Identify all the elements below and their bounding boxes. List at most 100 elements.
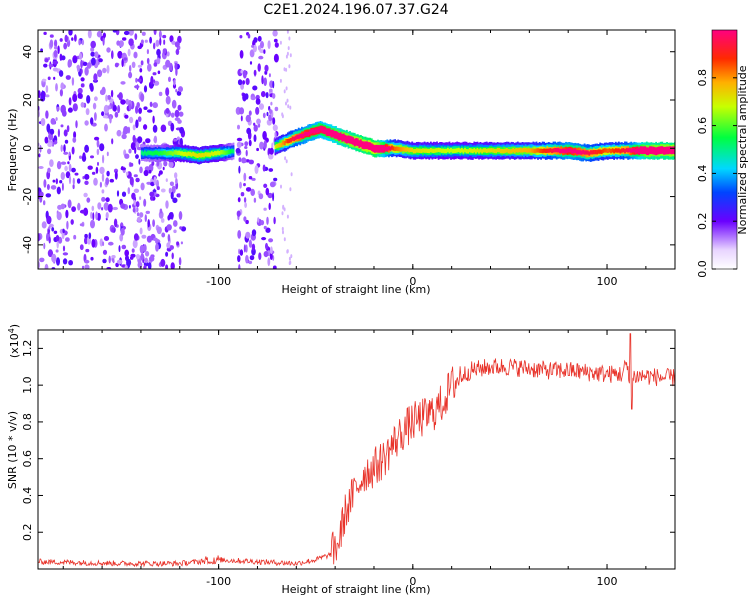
ridge-cell xyxy=(614,148,617,153)
ridge-cell xyxy=(555,148,558,153)
noise-blob xyxy=(256,147,259,152)
ridge-cell xyxy=(332,131,334,137)
ridge-cell xyxy=(450,147,452,153)
noise-blob xyxy=(39,145,42,153)
noise-blob xyxy=(153,62,158,67)
noise-blob xyxy=(263,183,268,188)
noise-blob xyxy=(97,202,102,210)
colorbar-tick-label: 0.2 xyxy=(696,212,709,230)
noise-blob xyxy=(162,34,167,39)
noise-blob xyxy=(127,187,131,195)
noise-blob xyxy=(67,60,71,68)
noise-blob xyxy=(172,197,178,204)
ridge-cell xyxy=(314,128,317,133)
ridge-cell xyxy=(621,148,623,153)
noise-blob xyxy=(132,124,136,131)
ridge-cell xyxy=(156,150,159,155)
noise-blob xyxy=(64,165,68,172)
noise-blob xyxy=(165,95,171,105)
y-tick-label: 40 xyxy=(21,45,34,59)
noise-blob xyxy=(78,39,81,46)
noise-blob xyxy=(174,62,178,71)
noise-blob xyxy=(286,249,289,254)
noise-blob xyxy=(259,141,264,150)
noise-blob xyxy=(272,30,278,37)
noise-blob xyxy=(157,70,161,75)
noise-blob xyxy=(125,171,129,176)
noise-blob xyxy=(262,112,266,119)
ridge-cell xyxy=(548,148,550,153)
x-tick-label: -100 xyxy=(206,575,231,588)
noise-blob xyxy=(112,30,117,33)
ridge-cell xyxy=(419,148,421,153)
noise-blob xyxy=(81,39,85,46)
noise-blob xyxy=(107,203,113,213)
ridge-cell xyxy=(420,148,423,154)
ridge-cell xyxy=(308,130,311,135)
ridge-cell xyxy=(173,150,176,155)
ridge-cell xyxy=(583,150,586,155)
noise-blob xyxy=(269,181,276,188)
noise-blob xyxy=(52,67,59,72)
noise-blob xyxy=(253,134,257,142)
noise-blob xyxy=(108,255,111,264)
ridge-cell xyxy=(161,151,163,156)
noise-blob xyxy=(237,79,243,86)
noise-blob xyxy=(249,49,255,58)
ridge-cell xyxy=(431,148,434,153)
noise-blob xyxy=(43,179,47,188)
noise-blob xyxy=(103,202,110,211)
noise-blob xyxy=(250,188,255,196)
ridge-cell xyxy=(479,148,482,153)
ridge-cell xyxy=(652,148,654,153)
noise-blob xyxy=(84,264,90,269)
noise-blob xyxy=(267,192,273,199)
ridge-cell xyxy=(633,148,636,153)
noise-blob xyxy=(243,197,247,203)
ridge-cell xyxy=(543,148,546,153)
noise-blob xyxy=(110,89,114,98)
ridge-cell xyxy=(565,148,567,154)
y-tick-label: -40 xyxy=(21,236,34,254)
ridge-cell xyxy=(574,148,577,154)
noise-blob xyxy=(274,42,279,48)
noise-blob xyxy=(145,210,150,214)
noise-blob xyxy=(105,212,109,219)
noise-blob xyxy=(98,58,103,63)
ridge-cell xyxy=(204,152,207,157)
noise-blob xyxy=(151,161,155,166)
ridge-cell xyxy=(534,148,536,154)
ridge-cell xyxy=(355,140,358,145)
noise-blob xyxy=(47,249,54,258)
noise-blob xyxy=(170,122,175,132)
ridge-cell xyxy=(352,139,354,144)
noise-blob xyxy=(56,211,62,221)
ridge-cell xyxy=(350,139,353,144)
noise-blob xyxy=(63,129,68,137)
ridge-cell xyxy=(551,148,553,154)
noise-blob xyxy=(140,39,144,45)
noise-blob xyxy=(114,111,119,118)
noise-blob xyxy=(59,180,63,184)
noise-blob xyxy=(152,102,158,109)
ridge-cell xyxy=(198,153,201,158)
noise-blob xyxy=(153,30,157,36)
noise-blob xyxy=(85,248,90,253)
ridge-cell xyxy=(316,128,319,133)
ridge-cell xyxy=(467,149,469,154)
ridge-cell xyxy=(363,143,365,148)
noise-blob xyxy=(84,120,89,126)
ridge-cell xyxy=(358,140,361,145)
noise-blob xyxy=(39,191,44,198)
ridge-cell xyxy=(558,148,561,153)
ridge-cell xyxy=(461,148,463,153)
ridge-cell xyxy=(414,149,417,154)
noise-blob xyxy=(105,177,110,186)
ridge-cell xyxy=(214,151,216,156)
x-tick-label: -100 xyxy=(206,275,231,288)
noise-blob xyxy=(101,173,105,182)
noise-blob xyxy=(52,138,55,143)
x-tick-label: 0 xyxy=(409,275,416,288)
noise-blob xyxy=(128,38,134,46)
noise-blob xyxy=(54,45,58,50)
